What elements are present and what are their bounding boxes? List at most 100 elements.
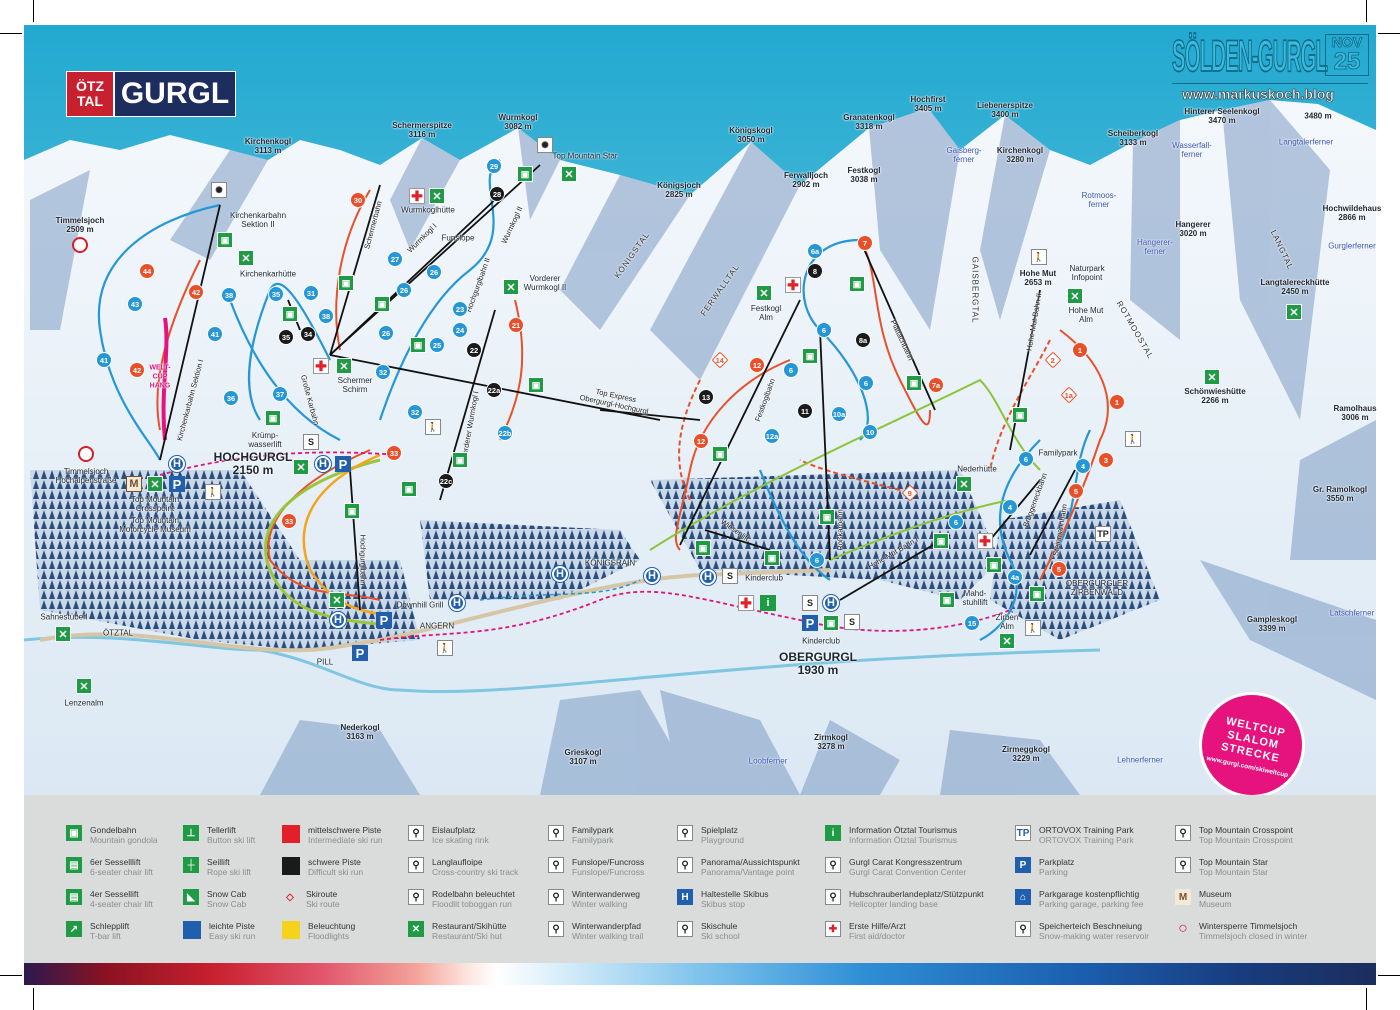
bus-stop-icon[interactable]: H [330, 612, 346, 628]
bus-stop-icon[interactable]: H [700, 569, 716, 585]
bus-stop-icon[interactable]: H [315, 456, 331, 472]
piste-marker-difficult[interactable]: 13 [698, 389, 714, 405]
piste-marker-intermediate[interactable]: 1 [1109, 394, 1125, 410]
closed-road-icon[interactable] [78, 446, 94, 462]
restaurant-icon[interactable]: ✕ [238, 250, 254, 266]
piste-marker-easy[interactable]: 26 [396, 282, 412, 298]
restaurant-icon[interactable]: ✕ [1204, 369, 1220, 385]
first-aid-icon[interactable]: ✚ [785, 277, 801, 293]
gondola-icon[interactable]: ▣ [712, 446, 728, 462]
piste-marker-difficult[interactable]: 8a [855, 332, 871, 348]
restaurant-icon[interactable]: ✕ [76, 678, 92, 694]
parking-icon[interactable]: P [169, 476, 185, 492]
piste-marker-easy[interactable]: 38 [318, 308, 334, 324]
piste-marker-intermediate[interactable]: 30 [350, 192, 366, 208]
piste-marker-difficult[interactable]: 35 [278, 329, 294, 345]
parking-icon[interactable]: P [376, 612, 392, 628]
piste-marker-easy[interactable]: 25 [429, 337, 445, 353]
restaurant-icon[interactable]: ✕ [329, 592, 345, 608]
gondola-icon[interactable]: ▣ [695, 540, 711, 556]
parking-icon[interactable]: P [335, 456, 351, 472]
walking-icon[interactable]: 🚶 [1125, 431, 1141, 447]
piste-marker-easy[interactable]: 23 [452, 301, 468, 317]
piste-marker-intermediate[interactable]: 44 [139, 263, 155, 279]
piste-marker-difficult[interactable]: 34 [300, 326, 316, 342]
gondola-icon[interactable]: ▣ [217, 232, 233, 248]
piste-marker-easy[interactable]: 41 [96, 352, 112, 368]
piste-marker-difficult[interactable]: 22 [466, 342, 482, 358]
piste-marker-easy[interactable]: 37 [272, 386, 288, 402]
piste-marker-easy[interactable]: 6 [1018, 451, 1034, 467]
piste-marker-easy[interactable]: 6 [783, 362, 799, 378]
piste-marker-easy[interactable]: 6 [948, 514, 964, 530]
first-aid-icon[interactable]: ✚ [977, 533, 993, 549]
piste-marker-intermediate[interactable]: 33 [281, 513, 297, 529]
piste-marker-easy[interactable]: 15 [964, 615, 980, 631]
panorama-icon[interactable]: ✺ [537, 137, 553, 153]
piste-marker-difficult[interactable]: 28 [489, 186, 505, 202]
piste-marker-difficult[interactable]: 8 [807, 263, 823, 279]
walking-icon[interactable]: 🚶 [425, 419, 441, 435]
piste-marker-easy[interactable]: 36 [223, 390, 239, 406]
gondola-icon[interactable]: ▣ [819, 509, 835, 525]
gondola-icon[interactable]: ▣ [933, 533, 949, 549]
gondola-icon[interactable]: ▣ [823, 615, 839, 631]
restaurant-icon[interactable]: ✕ [503, 279, 519, 295]
piste-marker-intermediate[interactable]: 5 [1051, 561, 1067, 577]
gondola-icon[interactable]: ▣ [338, 275, 354, 291]
gondola-icon[interactable]: ▣ [764, 550, 780, 566]
piste-marker-intermediate[interactable]: 33 [386, 445, 402, 461]
piste-marker-easy[interactable]: 43 [127, 296, 143, 312]
piste-marker-easy[interactable]: 6 [858, 375, 874, 391]
gondola-icon[interactable]: ▣ [452, 452, 468, 468]
panorama-icon[interactable]: ✺ [211, 182, 227, 198]
information-icon[interactable]: i [760, 595, 776, 611]
piste-marker-difficult[interactable]: 22c [438, 473, 454, 489]
closed-road-icon[interactable] [72, 237, 88, 253]
piste-marker-easy[interactable]: 26 [378, 325, 394, 341]
museum-icon[interactable]: M [126, 476, 142, 492]
walking-icon[interactable]: 🚶 [1025, 620, 1041, 636]
piste-marker-easy[interactable]: 6 [816, 322, 832, 338]
piste-marker-intermediate[interactable]: 42 [129, 362, 145, 378]
first-aid-icon[interactable]: ✚ [313, 358, 329, 374]
gondola-icon[interactable]: ▣ [374, 296, 390, 312]
piste-marker-easy[interactable]: 38 [221, 287, 237, 303]
restaurant-icon[interactable]: ✕ [756, 285, 772, 301]
piste-marker-easy[interactable]: 22b [497, 425, 513, 441]
piste-marker-easy[interactable]: 12a [764, 428, 780, 444]
first-aid-icon[interactable]: ✚ [738, 595, 754, 611]
bus-stop-icon[interactable]: H [823, 595, 839, 611]
piste-marker-easy[interactable]: 35 [268, 286, 284, 302]
first-aid-icon[interactable]: ✚ [409, 188, 425, 204]
bus-stop-icon[interactable]: H [169, 456, 185, 472]
gondola-icon[interactable]: ▣ [1029, 586, 1045, 602]
gondola-icon[interactable]: ▣ [939, 592, 955, 608]
gondola-icon[interactable]: ▣ [802, 348, 818, 364]
bus-stop-icon[interactable]: H [644, 568, 660, 584]
piste-marker-easy[interactable]: 29 [486, 158, 502, 174]
piste-marker-easy[interactable]: 10 [862, 424, 878, 440]
gondola-icon[interactable]: ▣ [282, 306, 298, 322]
piste-marker-difficult[interactable]: 22a [486, 382, 502, 398]
restaurant-icon[interactable]: ✕ [336, 358, 352, 374]
restaurant-icon[interactable]: ✕ [293, 459, 309, 475]
piste-marker-easy[interactable]: 41 [207, 326, 223, 342]
gondola-icon[interactable]: ▣ [849, 276, 865, 292]
ski-school-icon[interactable]: S [802, 595, 818, 611]
walking-icon[interactable]: 🚶 [437, 640, 453, 656]
piste-marker-intermediate[interactable]: 1 [1072, 342, 1088, 358]
gondola-icon[interactable]: ▣ [344, 503, 360, 519]
bus-stop-icon[interactable]: H [552, 566, 568, 582]
piste-marker-easy[interactable]: 26 [426, 264, 442, 280]
bus-stop-icon[interactable]: H [449, 595, 465, 611]
piste-marker-difficult[interactable]: 11 [797, 403, 813, 419]
restaurant-icon[interactable]: ✕ [999, 633, 1015, 649]
piste-marker-easy[interactable]: 4 [1075, 458, 1091, 474]
gondola-icon[interactable]: ▣ [265, 410, 281, 426]
piste-marker-intermediate[interactable]: 12 [693, 433, 709, 449]
piste-marker-intermediate[interactable]: 42 [188, 284, 204, 300]
parking-icon[interactable]: P [352, 645, 368, 661]
restaurant-icon[interactable]: ✕ [1286, 304, 1302, 320]
restaurant-icon[interactable]: ✕ [429, 188, 445, 204]
